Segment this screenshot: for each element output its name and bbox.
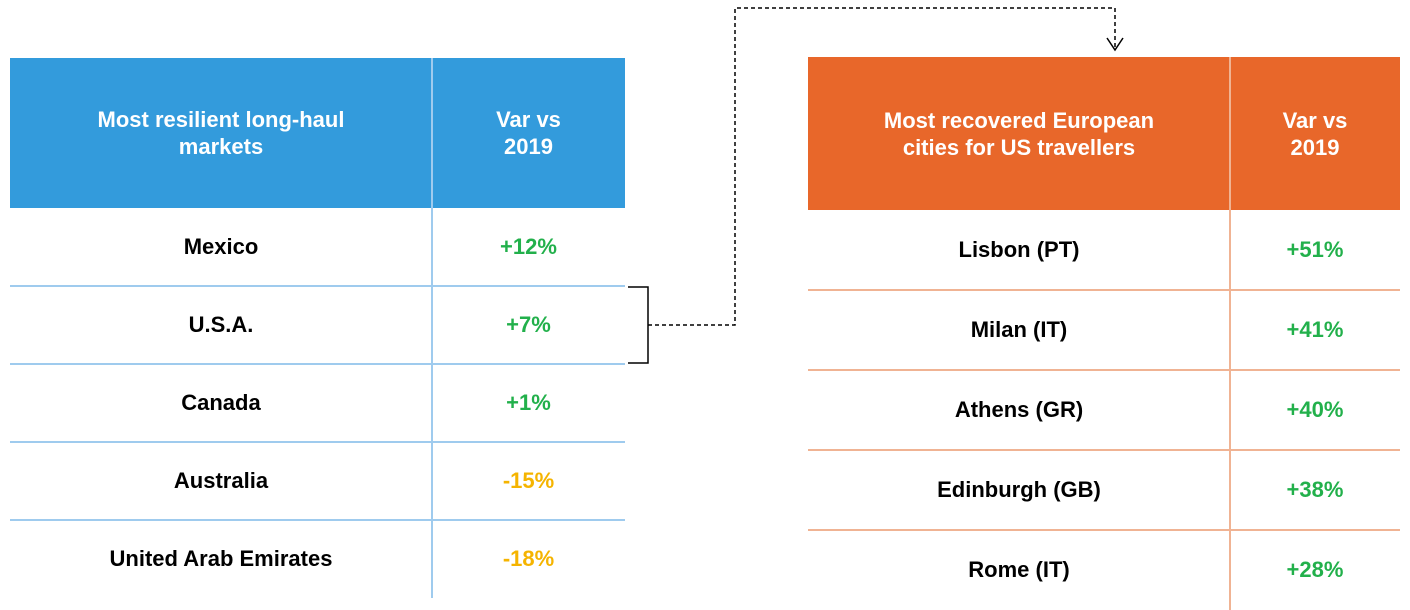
row-separator [808, 289, 1400, 291]
dashed-arrow [648, 7, 1116, 326]
header-text: Var vs 2019 [1282, 107, 1348, 160]
row-value: +38% [1286, 477, 1344, 502]
header-cell: Var vs 2019 [432, 58, 625, 208]
header-cell: Most resilient long-haul markets [10, 58, 432, 208]
row-label: Rome (IT) [968, 557, 1070, 582]
header-text: Var vs 2019 [496, 107, 561, 159]
row-separator [808, 369, 1400, 371]
row-value: +1% [506, 390, 551, 415]
arrow-head [1106, 37, 1124, 52]
row-separator [808, 449, 1400, 451]
row-separator [808, 529, 1400, 531]
row-label: Milan (IT) [970, 317, 1068, 342]
header-bg [808, 57, 1400, 210]
row-value: +51% [1286, 237, 1344, 262]
row-value: +41% [1286, 317, 1344, 342]
row-label: U.S.A. [188, 312, 254, 337]
row-value: -18% [502, 546, 555, 571]
header-bg [10, 58, 625, 208]
row-value: +40% [1286, 397, 1344, 422]
row-value: +7% [506, 312, 551, 337]
column-divider [431, 58, 433, 598]
header-text: Most recovered European cities for US tr… [883, 107, 1155, 160]
row-label: United Arab Emirates [109, 546, 333, 571]
header-cell: Most recovered European cities for US tr… [808, 57, 1230, 210]
row-label: Canada [181, 390, 261, 415]
row-value: -15% [502, 468, 555, 493]
bracket [628, 286, 649, 364]
header-text: Most resilient long-haul markets [97, 107, 345, 159]
header-cell: Var vs 2019 [1230, 57, 1400, 210]
row-separator [10, 285, 625, 287]
row-label: Lisbon (PT) [958, 237, 1080, 262]
row-separator [10, 441, 625, 443]
row-label: Australia [173, 468, 269, 493]
row-label: Athens (GR) [954, 397, 1084, 422]
row-separator [10, 519, 625, 521]
row-value: +28% [1286, 557, 1344, 582]
row-label: Edinburgh (GB) [937, 477, 1101, 502]
row-separator [10, 363, 625, 365]
row-value: +12% [500, 234, 557, 259]
row-label: Mexico [183, 234, 259, 259]
column-divider [1229, 57, 1231, 610]
